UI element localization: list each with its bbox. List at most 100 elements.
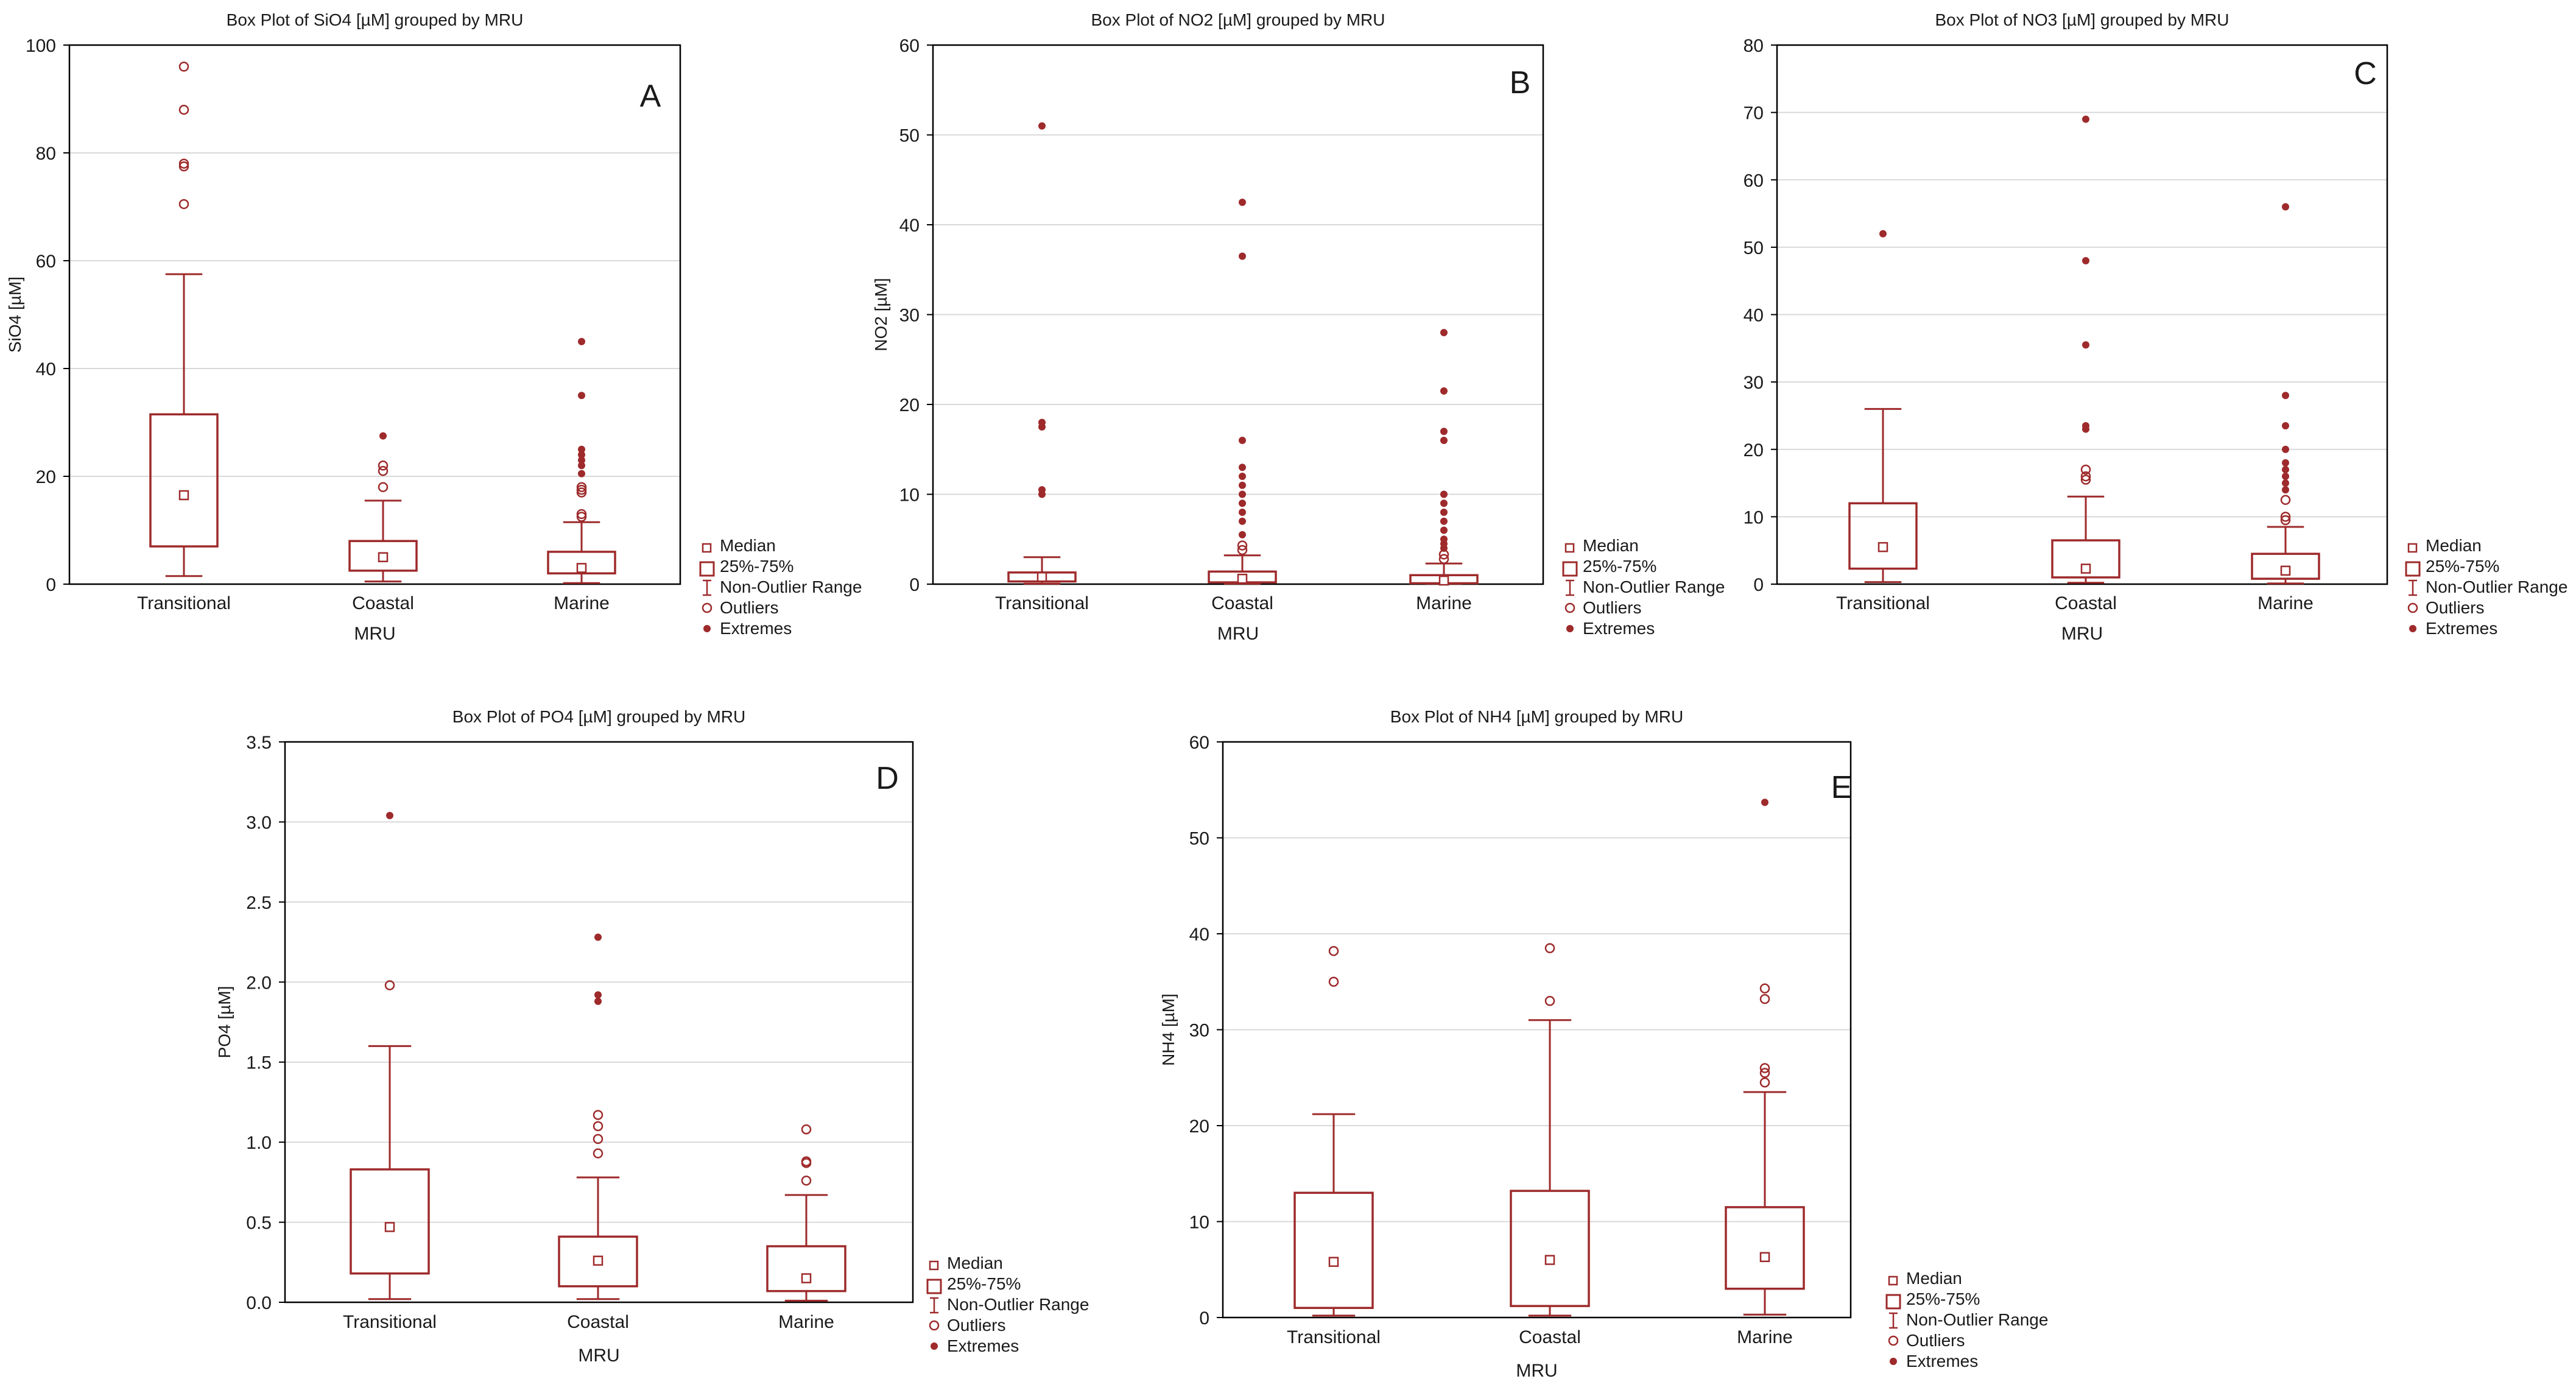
outlier-point (1438, 554, 1449, 564)
outlier-point (1328, 946, 1339, 956)
iqr-box (547, 551, 616, 575)
iqr-box (348, 540, 418, 572)
legend-extreme-icon (1566, 625, 1574, 632)
median-marker (178, 490, 189, 501)
legend-extreme-icon (2409, 625, 2416, 632)
legend-whisker-label: Non-Outlier Range (720, 577, 862, 596)
box-group (149, 62, 219, 577)
outlier-point (1328, 976, 1339, 987)
y-tick-label: 50 (899, 126, 920, 146)
outlier-point (378, 482, 389, 492)
iqr-box (558, 1235, 638, 1288)
legend-median-label: Median (1906, 1269, 1962, 1288)
y-tick-label: 50 (1189, 829, 1209, 849)
legend-median-icon (1888, 1275, 1898, 1286)
median-marker (2080, 563, 2091, 574)
extreme-point (386, 811, 393, 819)
extreme-point (2082, 422, 2089, 430)
y-tick-label: 20 (1189, 1117, 1209, 1137)
x-tick-label: Coastal (1211, 593, 1273, 613)
legend-box-label: 25%-75% (720, 557, 794, 576)
box-group (1409, 329, 1479, 586)
chart-panel-d: 0.0 0.5 1.0 1.5 2.0 2.5 3.0 3.5 Box Plot of PO4 … (215, 707, 1089, 1366)
y-tick-label: 40 (36, 359, 56, 379)
median-marker (1438, 575, 1449, 586)
y-tick-label: 30 (1744, 373, 1764, 393)
x-tick-label: Marine (554, 593, 610, 613)
outlier-point (384, 980, 395, 990)
median-marker (2280, 565, 2291, 576)
y-tick-label: 40 (1189, 925, 1209, 945)
x-tick-label: Coastal (1519, 1327, 1581, 1347)
y-tick-label: 80 (1744, 36, 1764, 56)
y-tick-label: 0.0 (246, 1293, 272, 1313)
outlier-point (2080, 464, 2091, 475)
legend-median-label: Median (2426, 536, 2482, 555)
legend-extremes-label: Extremes (1583, 619, 1655, 638)
extreme-point (1440, 437, 1448, 444)
iqr-box (149, 413, 219, 548)
panel-letter: D (876, 761, 899, 796)
chart-title: Box Plot of NO2 [µM] grouped by MRU (1091, 10, 1385, 29)
extreme-point (1239, 464, 1246, 471)
x-tick-label: Transitional (995, 593, 1089, 613)
outlier-point (593, 1110, 604, 1120)
extreme-point (1440, 387, 1448, 395)
extreme-point (2082, 257, 2089, 264)
outlier-point (2280, 495, 2291, 505)
outlier-point (1759, 1077, 1770, 1088)
legend-outliers-label: Outliers (720, 598, 778, 617)
extreme-point (2082, 115, 2089, 123)
box-group (1208, 199, 1277, 585)
panel-letter: E (1831, 770, 1853, 805)
extreme-point (2282, 459, 2289, 467)
median-marker (801, 1273, 812, 1283)
outlier-point (576, 482, 587, 492)
iqr-box (2251, 552, 2320, 580)
box-group (1510, 943, 1590, 1317)
plot-frame (1222, 741, 1852, 1319)
legend-box-icon (1885, 1294, 1901, 1310)
y-axis-label: NO2 [µM] (871, 278, 890, 351)
legend-box-icon (1562, 561, 1578, 577)
extreme-point (1239, 252, 1246, 260)
x-axis-label: MRU (578, 1346, 619, 1366)
outlier-point (801, 1124, 812, 1135)
legend-median-label: Median (1583, 536, 1639, 555)
panel-letter: C (2354, 56, 2377, 91)
y-tick-label: 3.0 (246, 813, 272, 833)
extreme-point (2282, 465, 2289, 473)
y-tick-label: 0 (46, 575, 56, 595)
outlier-point (1544, 943, 1555, 953)
y-axis-label: SiO4 [µM] (5, 277, 24, 353)
extreme-point (578, 462, 585, 470)
y-tick-label: 2.5 (246, 893, 272, 913)
legend-extreme-icon (1890, 1358, 1897, 1365)
outlier-point (593, 1148, 604, 1159)
extreme-point (1239, 531, 1246, 538)
y-axis-label: NH4 [µM] (1159, 993, 1178, 1066)
box-group (766, 1124, 846, 1302)
extreme-point (578, 470, 585, 478)
legend-extremes-label: Extremes (1906, 1352, 1978, 1371)
x-axis-label: MRU (2061, 624, 2103, 644)
plot-frame (284, 741, 914, 1304)
extreme-point (1239, 481, 1246, 489)
x-tick-label: Transitional (1287, 1327, 1381, 1347)
iqr-box (2051, 539, 2120, 579)
plot-frame (68, 44, 681, 585)
iqr-box (350, 1168, 430, 1275)
extreme-point (1440, 517, 1448, 525)
extreme-point (1879, 230, 1887, 238)
extreme-point (2282, 479, 2289, 487)
legend-box-label: 25%-75% (947, 1274, 1021, 1293)
y-tick-label: 70 (1744, 104, 1764, 124)
y-tick-label: 30 (899, 306, 920, 326)
outlier-point (801, 1156, 812, 1166)
outlier-point (1237, 545, 1248, 556)
x-tick-label: Transitional (1836, 593, 1930, 613)
outlier-point (178, 199, 189, 210)
